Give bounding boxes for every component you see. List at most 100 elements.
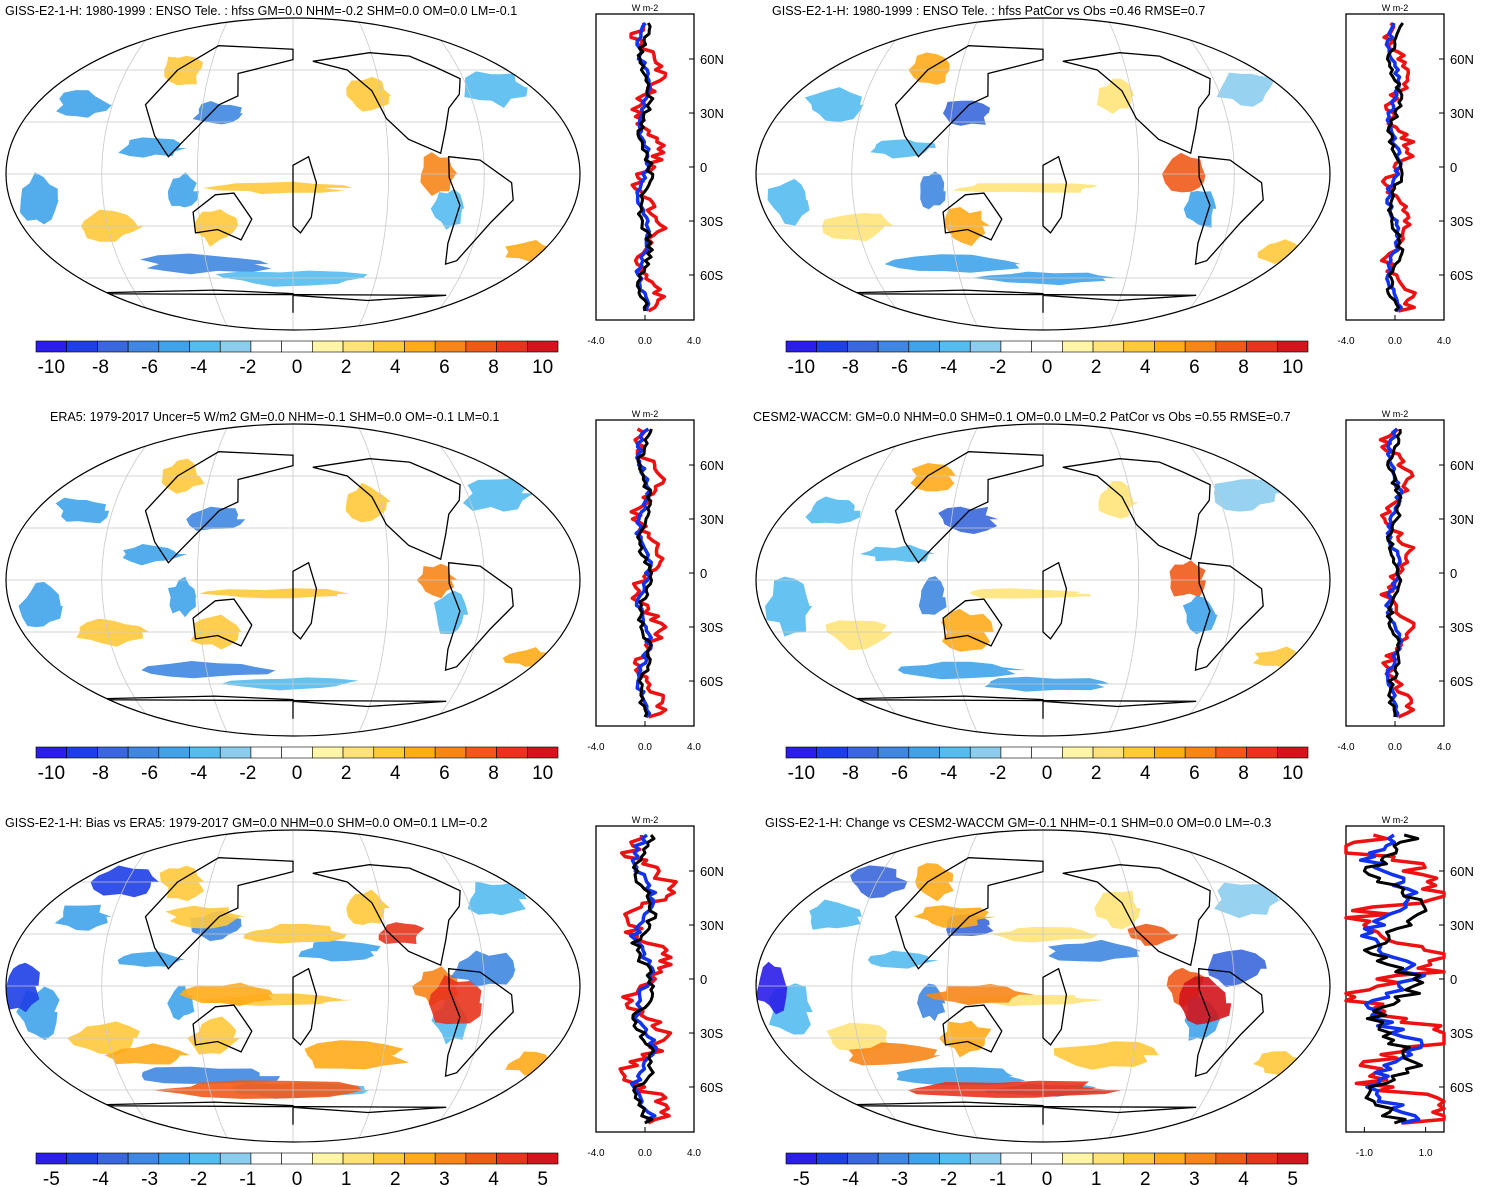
anomaly-patch	[179, 982, 274, 1006]
anomaly-patch	[805, 496, 861, 524]
colorbar-swatch	[1031, 1152, 1063, 1165]
colorbar-tick-label: -2	[989, 763, 1006, 784]
anomaly-patch	[467, 881, 527, 916]
map-border	[5, 829, 581, 1143]
colorbar-tick-label: 6	[439, 763, 450, 784]
colorbar-tick-label: 6	[1189, 763, 1200, 784]
x-tick-label: -1.0	[1356, 1148, 1374, 1159]
anomaly-patch	[167, 576, 197, 618]
colorbar-swatch	[1092, 340, 1125, 353]
meridian-line	[196, 424, 230, 736]
meridian-line	[1171, 830, 1235, 1142]
colorbar-tick-label: -8	[92, 763, 109, 784]
anomaly-patch	[920, 171, 946, 210]
anomaly-patch	[199, 588, 350, 599]
colorbar-swatch	[1215, 340, 1247, 353]
colorbar-swatch	[189, 1152, 221, 1165]
colorbar-tick-label: -4	[190, 357, 207, 378]
lat-tick-label: 60N	[700, 52, 724, 67]
profile-line-ref	[1385, 428, 1403, 718]
colorbar-tick-label: -8	[92, 357, 109, 378]
colorbar-tick-label: -5	[43, 1169, 60, 1187]
anomaly-patch	[1214, 479, 1282, 512]
world-map	[5, 423, 581, 737]
colorbar: -10 -8 -6 -4 -2 0 2 4 6 8 10	[785, 746, 1309, 784]
colorbar-tick-label: 2	[1091, 763, 1102, 784]
colorbar-tick-label: 0	[1042, 1169, 1053, 1187]
coast-asia	[894, 451, 1044, 564]
lat-tick-label: 30N	[1450, 918, 1474, 933]
colorbar: -10 -8 -6 -4 -2 0 2 4 6 8 10	[35, 746, 559, 784]
colorbar-tick-label: -3	[141, 1169, 158, 1187]
lat-tick-label: 60S	[1450, 1080, 1473, 1095]
lat-tick-label: 30S	[1450, 214, 1473, 229]
coast-north-america	[312, 864, 461, 967]
profile-unit-label: W m-2	[632, 3, 659, 13]
coast-asia	[894, 857, 1044, 970]
panel-giss-change-vs-cesm2: GISS-E2-1-H: Change vs CESM2-WACCM GM=-0…	[755, 815, 1474, 1187]
colorbar-swatch	[1154, 746, 1186, 759]
x-tick-label: 4.0	[687, 336, 701, 347]
x-tick-label: -4.0	[587, 742, 605, 753]
coast-africa-east	[292, 561, 318, 640]
colorbar-swatch	[496, 746, 528, 759]
colorbar-swatch	[281, 746, 313, 759]
anomaly-field	[6, 865, 554, 1099]
coast-australia	[192, 192, 253, 241]
colorbar-tick-label: -2	[239, 357, 256, 378]
anomaly-patch	[804, 87, 864, 122]
anomaly-patch	[952, 183, 1099, 193]
colorbar-swatch	[1062, 340, 1094, 353]
anomaly-patch	[165, 905, 246, 929]
meridian-line	[851, 830, 915, 1142]
colorbar-swatch	[250, 340, 282, 353]
x-tick-label: 0.0	[1388, 336, 1402, 347]
anomaly-patch	[215, 270, 368, 287]
coast-asia	[144, 451, 294, 564]
colorbar-swatch	[496, 1152, 528, 1165]
anomaly-patch	[167, 172, 199, 208]
colorbar-swatch	[158, 1152, 190, 1165]
profile-frame	[1345, 825, 1445, 1133]
colorbar-swatch	[1184, 340, 1217, 353]
colorbar-tick-label: 2	[341, 357, 352, 378]
coast-asia	[144, 857, 294, 970]
colorbar-tick-label: 6	[439, 357, 450, 378]
meridian-line	[851, 424, 915, 736]
colorbar-tick-label: -2	[190, 1169, 207, 1187]
colorbar-tick-label: -2	[940, 1169, 957, 1187]
anomaly-patch	[76, 618, 150, 647]
x-tick-label: 4.0	[1437, 336, 1451, 347]
coastlines	[61, 857, 514, 1125]
meridian-line	[421, 18, 485, 330]
colorbar-tick-label: -2	[239, 763, 256, 784]
coast-antarctica	[811, 695, 1197, 719]
coast-africa-east	[1042, 967, 1068, 1046]
lat-tick-label: 30S	[1450, 620, 1473, 635]
anomaly-patch	[19, 172, 59, 225]
anomaly-patch	[870, 139, 936, 159]
anomaly-patch	[378, 922, 425, 945]
anomaly-patch	[809, 899, 862, 930]
coastlines	[61, 451, 514, 719]
lat-tick-label: 0	[1450, 160, 1457, 175]
profile-line-ref	[1362, 833, 1428, 1125]
coast-australia	[192, 1004, 253, 1053]
colorbar-swatch	[969, 1152, 1002, 1165]
coast-antarctica	[61, 289, 447, 313]
anomaly-patch	[1094, 890, 1141, 930]
coastlines	[811, 857, 1264, 1125]
colorbar-swatch	[250, 1152, 282, 1165]
world-map	[5, 829, 581, 1143]
colorbar-tick-label: -4	[190, 763, 207, 784]
colorbar-tick-label: 0	[292, 357, 303, 378]
colorbar-swatch	[66, 1152, 98, 1165]
colorbar-tick-label: -6	[141, 357, 158, 378]
anomaly-patch	[55, 497, 110, 524]
anomaly-patch	[141, 661, 276, 679]
colorbar-swatch	[816, 340, 848, 353]
colorbar-swatch	[127, 1152, 160, 1165]
anomaly-patch	[924, 984, 1036, 1006]
colorbar-swatch	[877, 746, 910, 759]
profile-line-ref	[1385, 22, 1405, 313]
